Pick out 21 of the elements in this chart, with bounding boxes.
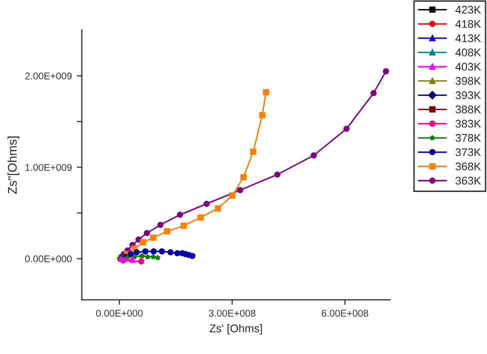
legend-label: 418K xyxy=(455,20,481,28)
x-tick-label: 3.00E+008 xyxy=(208,310,256,317)
x-tick-label: 6.00E+008 xyxy=(322,310,368,317)
legend-label: 413K xyxy=(455,34,481,42)
y-axis-title: Zs"[Ohms] xyxy=(8,136,20,194)
legend-label: 408K xyxy=(455,48,481,56)
legend-label: 388K xyxy=(456,106,481,114)
y-tick-label: 1.00E+009 xyxy=(26,164,72,171)
y-tick-label: 2.00E+009 xyxy=(25,72,72,80)
legend-label: 378K xyxy=(456,134,481,142)
legend-label: 363K xyxy=(456,176,481,185)
legend-label: 403K xyxy=(455,62,481,71)
legend-label: 398K xyxy=(456,77,481,85)
legend-label: 373K xyxy=(456,148,481,156)
legend-label: 423K xyxy=(455,6,481,14)
y-tick-label: 0.00E+000 xyxy=(25,255,72,262)
legend-label: 393K xyxy=(456,91,481,100)
x-axis-title: Zs' [Ohms] xyxy=(210,324,262,335)
x-tick-label: 0.00E+000 xyxy=(96,310,143,317)
legend-label: 383K xyxy=(456,120,481,128)
legend-label: 368K xyxy=(456,162,481,170)
